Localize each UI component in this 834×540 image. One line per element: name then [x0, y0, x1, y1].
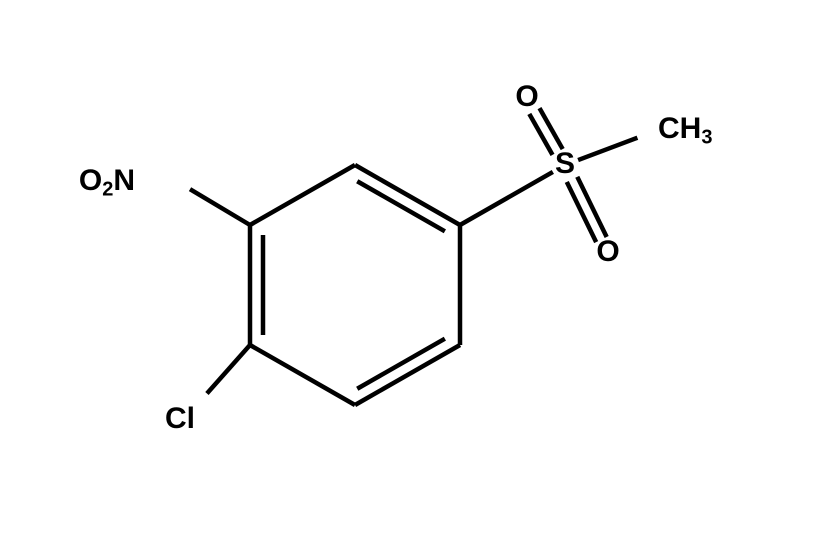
svg-text:CH3: CH3 — [658, 112, 712, 149]
svg-text:O: O — [515, 80, 538, 113]
svg-text:S: S — [555, 147, 575, 180]
svg-text:Cl: Cl — [165, 402, 195, 435]
svg-text:O2N: O2N — [79, 164, 135, 201]
svg-text:O: O — [596, 235, 619, 268]
molecule-diagram: Cl O2N S O O CH3 — [0, 0, 834, 540]
